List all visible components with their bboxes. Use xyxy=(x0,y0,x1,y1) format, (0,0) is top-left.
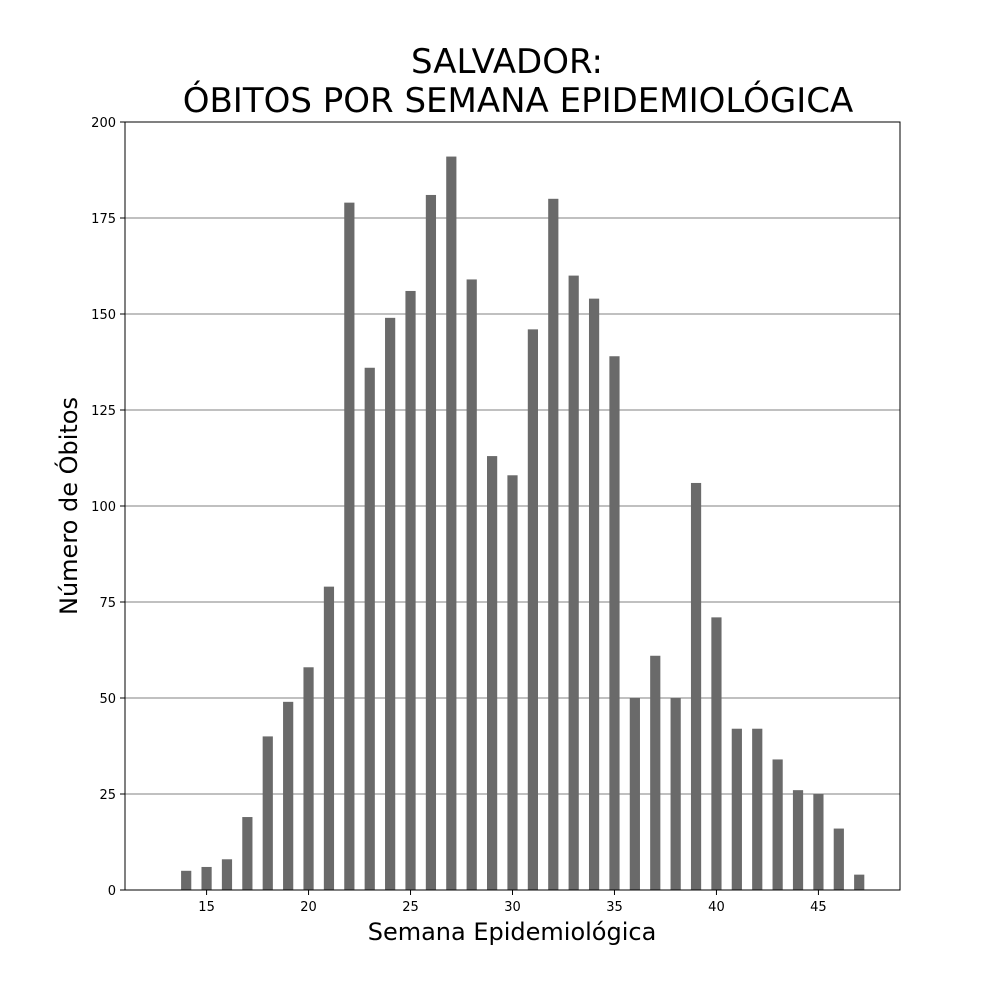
x-tick-label: 15 xyxy=(198,900,215,915)
y-tick-label: 175 xyxy=(91,212,116,227)
bar-week-37 xyxy=(650,655,661,890)
bar-week-14 xyxy=(181,870,192,890)
x-tick-label: 30 xyxy=(504,900,521,915)
bar-week-20 xyxy=(303,667,314,890)
chart-title-line-1: SALVADOR: xyxy=(411,42,603,82)
bar-week-40 xyxy=(711,617,722,890)
x-tick-label: 40 xyxy=(708,900,725,915)
bar-week-25 xyxy=(405,290,416,891)
bar-week-43 xyxy=(772,759,783,890)
bar-week-18 xyxy=(262,736,273,890)
x-tick-label: 45 xyxy=(810,900,827,915)
y-tick-label: 100 xyxy=(91,500,116,515)
bar-week-23 xyxy=(364,367,375,890)
bar-week-26 xyxy=(425,194,437,890)
bar-week-33 xyxy=(568,275,579,891)
y-axis-ticks: 0 25 50 75 100 125 150 175 200 xyxy=(91,116,125,899)
bar-week-36 xyxy=(629,698,640,890)
bar-week-16 xyxy=(221,859,233,890)
bar-week-35 xyxy=(609,356,620,890)
bar-week-21 xyxy=(323,586,335,890)
bar-week-47 xyxy=(854,874,865,890)
y-axis-label: Número de Óbitos xyxy=(53,397,83,615)
bar-week-42 xyxy=(752,728,763,890)
y-tick-label: 125 xyxy=(91,404,116,419)
bar-week-39 xyxy=(690,482,702,890)
bar-week-22 xyxy=(344,202,355,890)
chart-title-line-2: ÓBITOS POR SEMANA EPIDEMIOLÓGICA xyxy=(183,80,854,121)
bar-week-34 xyxy=(588,298,600,890)
x-tick-label: 25 xyxy=(402,900,419,915)
bar-week-41 xyxy=(731,728,742,890)
bar-week-19 xyxy=(283,701,294,890)
y-tick-label: 25 xyxy=(99,788,116,803)
bar-week-38 xyxy=(670,698,681,890)
x-axis-label: Semana Epidemiológica xyxy=(368,918,657,946)
bar-week-24 xyxy=(385,317,396,891)
y-tick-label: 75 xyxy=(99,596,116,611)
x-tick-label: 35 xyxy=(606,900,623,915)
y-tick-label: 0 xyxy=(108,884,116,899)
bar-week-31 xyxy=(527,329,538,890)
bar-week-32 xyxy=(548,198,559,891)
bar-week-28 xyxy=(466,279,477,890)
x-axis-ticks: 15 20 25 30 35 40 45 xyxy=(198,890,827,915)
bar-week-45 xyxy=(813,794,824,890)
bar-week-27 xyxy=(446,156,457,890)
bar-week-15 xyxy=(201,866,212,890)
bar-week-30 xyxy=(507,475,518,890)
y-tick-label: 200 xyxy=(91,116,116,131)
bar-week-29 xyxy=(487,456,498,890)
x-tick-label: 20 xyxy=(300,900,317,915)
y-tick-label: 50 xyxy=(99,692,116,707)
bar-week-44 xyxy=(792,790,804,890)
bars xyxy=(181,156,865,891)
bar-week-17 xyxy=(242,817,253,890)
bar-week-46 xyxy=(833,828,844,890)
y-tick-label: 150 xyxy=(91,308,116,323)
